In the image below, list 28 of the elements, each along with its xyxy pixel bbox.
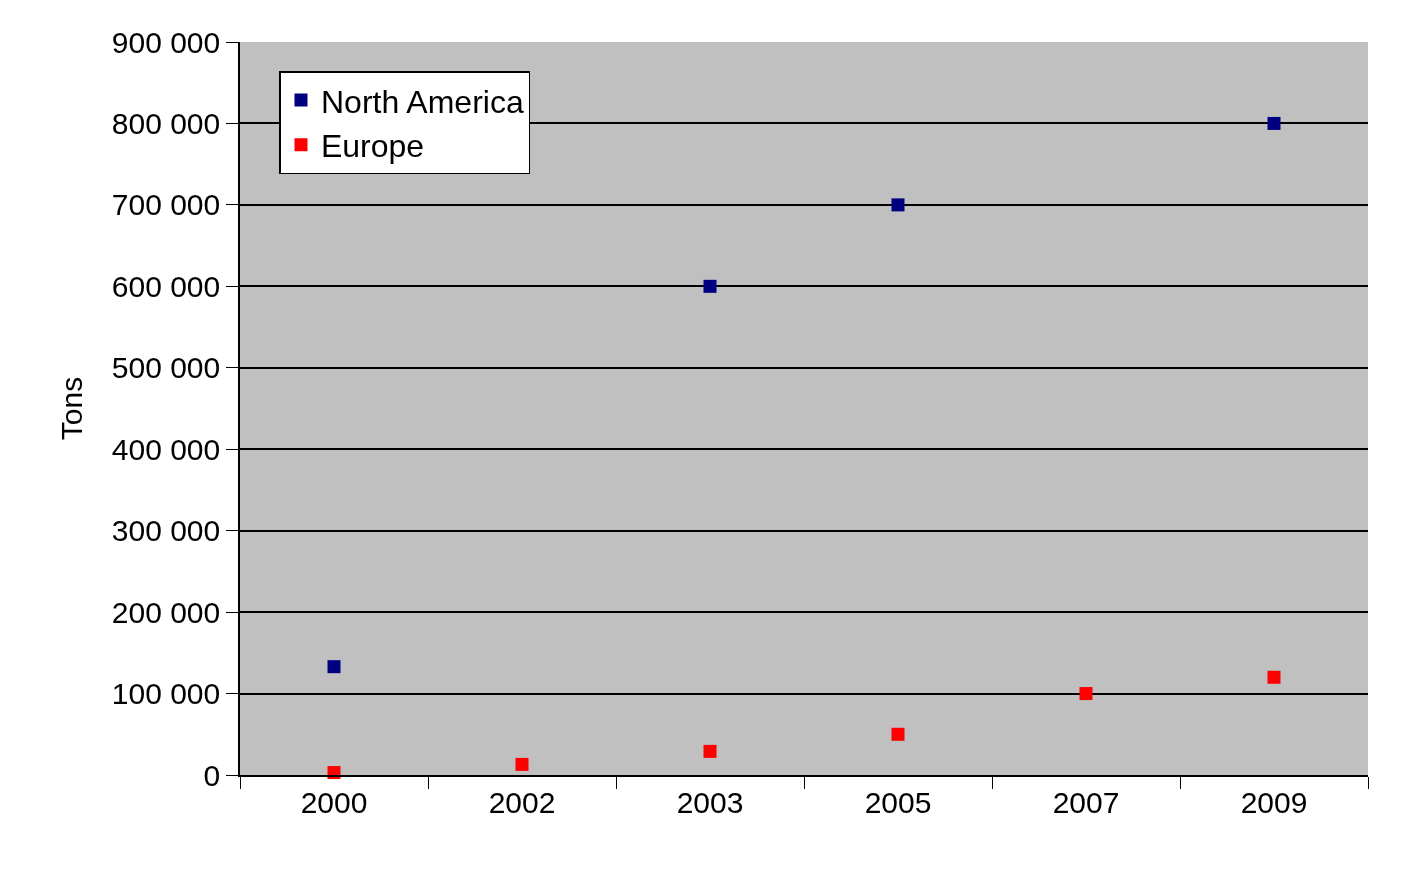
y-tick-label: 500 000	[111, 351, 221, 385]
x-tick-label: 2002	[488, 785, 556, 819]
x-tick-label: 2000	[300, 785, 368, 819]
y-tick-label: 400 000	[111, 432, 221, 466]
y-tick-label: 200 000	[111, 595, 221, 629]
point	[703, 279, 717, 293]
x-tick-label: 2005	[864, 785, 932, 819]
y-tick-label: 0	[203, 758, 221, 792]
point	[891, 727, 905, 741]
point	[327, 660, 341, 674]
x-tick-label: 2007	[1052, 785, 1120, 819]
y-tick-label: 300 000	[111, 514, 221, 548]
point	[703, 744, 717, 758]
y-tick-label: 700 000	[111, 188, 221, 222]
x-tick-label: 2003	[676, 785, 744, 819]
y-tick-label: 600 000	[111, 269, 221, 303]
point	[515, 757, 529, 771]
point	[1267, 670, 1281, 684]
point	[1079, 687, 1093, 701]
legend-label: North America	[320, 83, 524, 120]
y-tick-label: 900 000	[111, 25, 221, 59]
y-tick-label: 100 000	[111, 677, 221, 711]
y-tick-label: 800 000	[111, 106, 221, 140]
y-axis-title: Tons	[55, 376, 89, 441]
x-tick-label: 2009	[1240, 785, 1308, 819]
legend-label: Europe	[320, 128, 425, 165]
point	[891, 198, 905, 212]
point	[1267, 116, 1281, 130]
